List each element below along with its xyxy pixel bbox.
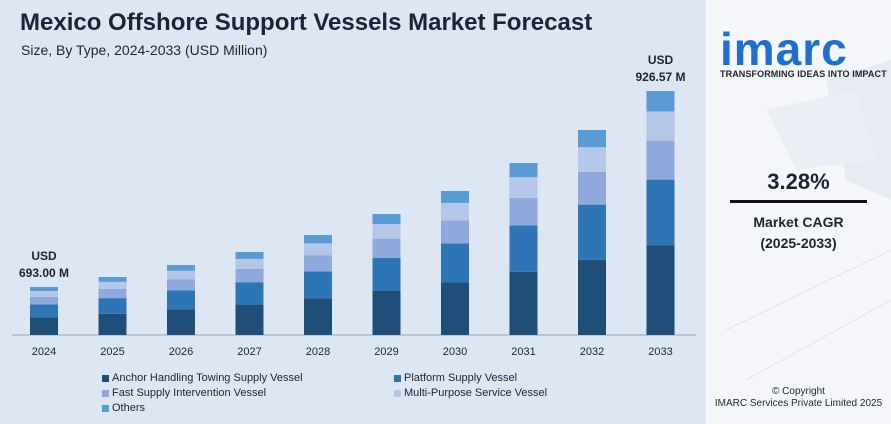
stacked-bar-chart: 2024 2025 2026 2027 2028 2029 2030 2031 2032 2033… xyxy=(12,53,696,358)
legend-swatch xyxy=(102,404,109,412)
cagr-period: (2025-2033) xyxy=(760,235,837,251)
imarc-logo: imarc xyxy=(720,23,848,75)
total-annotation-currency: USD xyxy=(31,249,57,263)
legend-item: Multi-Purpose Service Vessel xyxy=(394,387,547,399)
bar-segment-2026-3 xyxy=(167,270,195,280)
total-annotation-value: 926.57 M xyxy=(635,70,685,84)
bar-segment-2027-2 xyxy=(235,268,264,283)
bar-segment-2028-0 xyxy=(304,298,332,335)
x-tick-label: 2030 xyxy=(443,346,467,358)
x-tick-label: 2032 xyxy=(580,346,604,358)
bar-segment-2027-4 xyxy=(235,252,264,259)
bar-segment-2033-2 xyxy=(646,140,675,180)
x-tick-label: 2031 xyxy=(511,346,535,358)
bar-segment-2029-2 xyxy=(372,238,401,258)
bar-segment-2024-4 xyxy=(30,287,58,292)
bar-segment-2032-3 xyxy=(578,147,606,172)
bar-segment-2028-1 xyxy=(304,271,332,299)
x-tick-label: 2029 xyxy=(374,346,398,358)
bar-segment-2024-0 xyxy=(30,317,58,335)
cagr-label: Market CAGR xyxy=(753,214,844,230)
bar-segment-2029-3 xyxy=(372,224,401,239)
legend-item: Anchor Handling Towing Supply Vessel xyxy=(102,372,303,384)
bar-segment-2032-2 xyxy=(578,171,606,205)
bar-segment-2031-2 xyxy=(509,197,538,226)
bar-segment-2033-3 xyxy=(646,111,675,141)
bar-segment-2025-2 xyxy=(98,288,127,299)
chart-subtitle: Size, By Type, 2024-2033 (USD Million) xyxy=(21,42,268,58)
bar-segment-2031-3 xyxy=(509,177,538,198)
bar-segment-2032-4 xyxy=(578,130,606,148)
company-name: IMARC Services Private Limited 2025 xyxy=(714,398,883,409)
bar-segment-2032-0 xyxy=(578,259,606,335)
legend-item: Platform Supply Vessel xyxy=(394,372,517,384)
bar-segment-2031-4 xyxy=(509,163,538,178)
bar-segment-2033-4 xyxy=(646,91,675,112)
bar-segment-2027-3 xyxy=(235,258,264,269)
bar-segment-2028-2 xyxy=(304,255,332,272)
x-tick-label: 2024 xyxy=(32,346,56,358)
bar-segment-2029-4 xyxy=(372,214,401,225)
chart-panel: Mexico Offshore Support Vessels Market F… xyxy=(0,0,706,424)
legend-label: Anchor Handling Towing Supply Vessel xyxy=(112,372,303,384)
bar-segment-2028-4 xyxy=(304,235,332,244)
bar-segment-2026-4 xyxy=(167,265,195,271)
divider xyxy=(730,200,867,203)
legend-label: Fast Supply Intervention Vessel xyxy=(112,387,267,399)
legend-swatch xyxy=(102,374,109,382)
bar-segment-2030-3 xyxy=(441,202,469,221)
bar-segment-2024-3 xyxy=(30,291,58,297)
legend-label: Others xyxy=(112,402,146,414)
legend-item: Others xyxy=(102,402,145,414)
bar-segment-2025-3 xyxy=(98,281,127,289)
bar-segment-2030-1 xyxy=(441,243,469,283)
x-tick-label: 2028 xyxy=(306,346,330,358)
copyright-text: © Copyright xyxy=(772,386,825,397)
x-tick-label: 2033 xyxy=(648,346,672,358)
bar-segment-2024-1 xyxy=(30,304,58,318)
chart-title: Mexico Offshore Support Vessels Market F… xyxy=(20,9,593,36)
bar-segment-2025-4 xyxy=(98,277,127,282)
x-tick-label: 2025 xyxy=(100,346,124,358)
bar-segment-2025-0 xyxy=(98,313,127,335)
bar-segment-2024-2 xyxy=(30,296,58,305)
legend-item: Fast Supply Intervention Vessel xyxy=(102,387,266,399)
legend-label: Multi-Purpose Service Vessel xyxy=(404,387,548,399)
total-annotation-currency: USD xyxy=(648,53,674,67)
bar-segment-2031-1 xyxy=(509,225,538,272)
logo-tagline: TRANSFORMING IDEAS INTO IMPACT xyxy=(720,69,887,79)
bar-segment-2030-4 xyxy=(441,191,469,203)
legend-swatch xyxy=(394,374,401,382)
bar-segment-2025-1 xyxy=(98,298,127,314)
legend-swatch xyxy=(394,389,401,397)
bar-segment-2030-2 xyxy=(441,220,469,244)
cagr-value: 3.28% xyxy=(767,169,830,194)
bar-segment-2027-0 xyxy=(235,304,264,335)
bar-segment-2026-0 xyxy=(167,309,195,335)
bar-segment-2031-0 xyxy=(509,271,538,335)
sidebar: imarc TRANSFORMING IDEAS INTO IMPACT 3.2… xyxy=(706,0,891,424)
background-decoration xyxy=(725,60,891,381)
legend-swatch xyxy=(102,389,109,397)
bar-segment-2033-1 xyxy=(646,179,675,246)
bar-segment-2026-1 xyxy=(167,290,195,310)
bar-segment-2029-1 xyxy=(372,257,401,291)
bar-segment-2027-1 xyxy=(235,282,264,305)
x-tick-label: 2026 xyxy=(169,346,193,358)
bar-segment-2029-0 xyxy=(372,290,401,335)
bar-segment-2030-0 xyxy=(441,282,469,335)
bar-segment-2026-2 xyxy=(167,279,195,291)
x-tick-label: 2027 xyxy=(237,346,261,358)
total-annotation-value: 693.00 M xyxy=(19,266,69,280)
bar-segment-2033-0 xyxy=(646,245,675,335)
bar-segment-2032-1 xyxy=(578,204,606,260)
bar-segment-2028-3 xyxy=(304,243,332,256)
legend-label: Platform Supply Vessel xyxy=(404,372,518,384)
